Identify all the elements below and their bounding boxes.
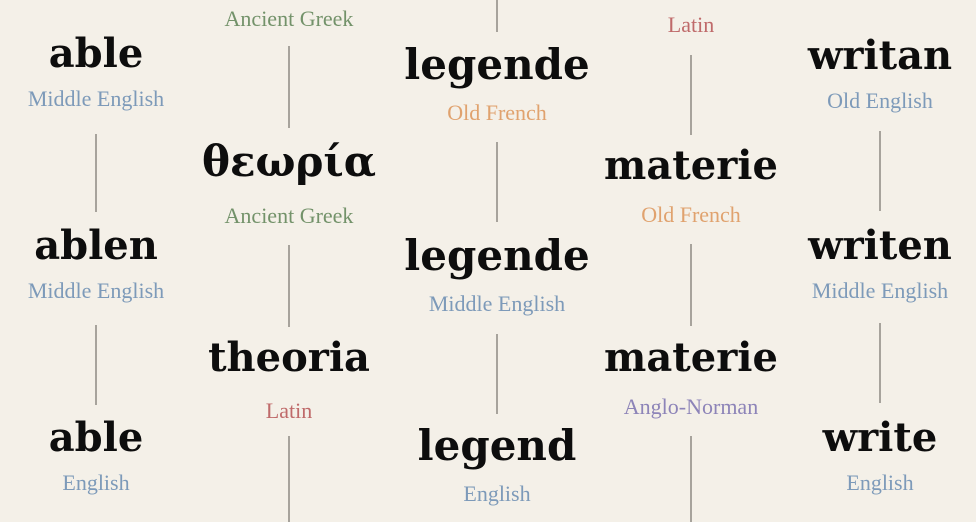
etymology-node: theoria Latin — [169, 338, 409, 422]
language-label: Middle English — [27, 86, 165, 111]
etymology-node: θεωρία Ancient Greek — [169, 141, 409, 227]
language-label: Old English — [827, 88, 933, 113]
language-label: Old French — [447, 100, 547, 125]
etymology-node: legende Old French — [377, 44, 617, 124]
word: able — [48, 30, 144, 77]
language-label: Ancient Greek — [224, 203, 354, 228]
etymology-node: writan Old English — [760, 36, 976, 112]
word: theoria — [208, 334, 370, 381]
etymology-node: writen Middle English — [760, 226, 976, 302]
connector-line — [879, 323, 881, 403]
word: writan — [807, 32, 953, 79]
word: legende — [404, 231, 590, 280]
language-label: Old French — [641, 202, 741, 227]
word: materie — [604, 142, 778, 189]
connector-line — [288, 245, 290, 327]
etymology-column-legend: legende Old French legende Middle Englis… — [377, 0, 617, 522]
connector-line — [690, 244, 692, 326]
language-label: Latin — [265, 398, 313, 423]
etymology-node: materie Old French — [571, 146, 811, 226]
word: θεωρία — [201, 137, 377, 186]
language-label: Ancient Greek — [224, 6, 354, 31]
language-label: Anglo-Norman — [623, 394, 759, 419]
etymology-node: materie Anglo-Norman — [571, 338, 811, 418]
etymology-column-matter: Latin materie Old French materie Anglo-N… — [571, 0, 811, 522]
etymology-column-theory: Ancient Greek θεωρία Ancient Greek theor… — [169, 0, 409, 522]
etymology-column-write: writan Old English writen Middle English… — [760, 0, 976, 522]
language-label: English — [463, 481, 531, 506]
word: legend — [417, 421, 577, 470]
connector-line — [288, 436, 290, 522]
word: able — [48, 414, 144, 461]
language-label: Middle English — [428, 291, 566, 316]
word: materie — [604, 334, 778, 381]
language-label: English — [62, 470, 130, 495]
connector-line — [690, 436, 692, 522]
language-label: Middle English — [27, 278, 165, 303]
language-label: Middle English — [811, 278, 949, 303]
connector-line — [288, 46, 290, 128]
connector-line — [95, 325, 97, 405]
connector-line — [496, 142, 498, 222]
connector-line — [690, 55, 692, 135]
word: legende — [404, 40, 590, 89]
connector-line — [496, 334, 498, 414]
etymology-node: Ancient Greek — [169, 8, 409, 30]
etymology-node: legende Middle English — [377, 235, 617, 315]
word: writen — [808, 222, 952, 269]
word: ablen — [34, 222, 158, 269]
etymology-column-able: able Middle English ablen Middle English… — [0, 0, 216, 522]
word: write — [822, 414, 938, 461]
connector-line — [95, 134, 97, 212]
language-label: English — [846, 470, 914, 495]
etymology-node: Latin — [571, 14, 811, 36]
connector-line — [496, 0, 498, 32]
etymology-node: ablen Middle English — [0, 226, 216, 302]
etymology-node: legend English — [377, 425, 617, 505]
etymology-node: write English — [760, 418, 976, 494]
connector-line — [879, 131, 881, 211]
etymology-node: able English — [0, 418, 216, 494]
language-label: Latin — [667, 12, 715, 37]
etymology-node: able Middle English — [0, 34, 216, 110]
